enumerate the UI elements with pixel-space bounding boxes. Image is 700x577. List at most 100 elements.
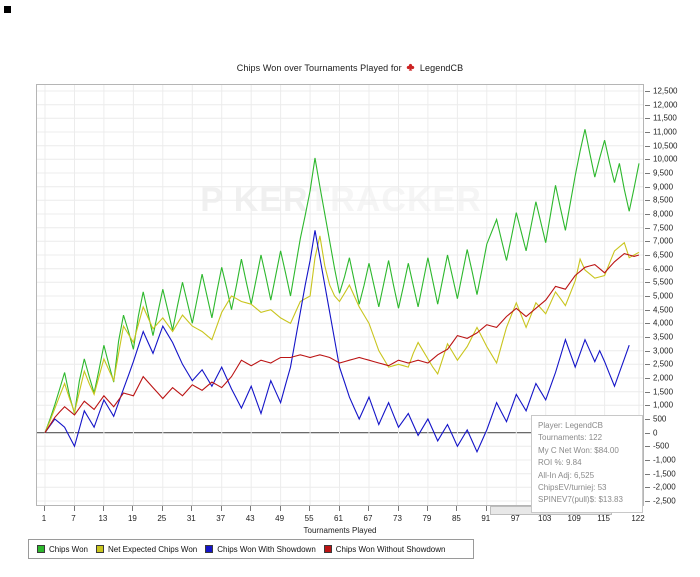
y-tick-label: -1,000 [653,455,676,465]
x-tick-label: 109 [567,514,581,523]
y-tick-mark [645,309,650,311]
y-tick-label: -2,500 [653,496,676,506]
y-tick-mark [645,91,650,92]
y-axis: 12,500 12,000 11,500 11,000 10,500 10,000 9,50… [645,84,700,508]
tooltip-line-1: Tournaments: 122 [538,433,603,443]
series-line-0 [44,129,640,433]
x-tick-label: 31 [186,514,196,523]
y-tick-mark [645,473,650,475]
tooltip-line-4: All-In Adj: 6,525 [538,470,595,480]
y-tick-label: 4,000 [653,318,674,328]
x-tick-label: 85 [451,514,461,523]
y-tick-label: 4,500 [653,305,674,315]
y-tick-mark [645,405,650,407]
y-tick-mark [645,118,650,120]
bullet-marker-icon [4,6,11,13]
y-tick-mark [645,364,650,366]
x-tick-label: 115 [597,514,610,523]
y-tick-mark [645,227,650,229]
tooltip-line-2: My C Net Won: $84.00 [538,445,619,455]
x-tick-label: 13 [98,514,108,523]
y-tick-label: 0 [653,428,658,438]
y-tick-label: 11,500 [653,113,677,123]
tooltip-line-0: Player: LegendCB [538,421,603,430]
y-tick-mark [645,323,650,325]
x-tick-label: 103 [538,514,552,523]
x-tick-mark [368,506,369,511]
x-tick-label: 1 [41,514,47,523]
y-tick-label: 6,000 [653,264,674,274]
y-tick-mark [645,391,650,393]
x-tick-mark [161,506,163,511]
y-tick-label: 11,000 [653,127,677,137]
y-tick-mark [645,159,650,161]
tooltip-line-5: ChipsEV/turniej: 53 [538,483,607,493]
y-tick-mark [645,501,650,502]
x-tick-label: 19 [127,514,137,523]
x-tick-mark [309,506,311,511]
x-tick-label: 61 [334,514,343,523]
y-tick-mark [645,419,650,420]
y-tick-label: 1,500 [653,387,674,397]
y-tick-mark [645,460,650,461]
y-tick-mark [645,446,650,448]
y-tick-label: 5,000 [653,291,674,301]
x-tick-mark [73,506,75,511]
series-line-3 [44,252,640,433]
chart-legend: Chips Won Net Expected Chips Won Chips Won… [28,539,474,559]
series-lines [44,129,640,454]
x-tick-label: 122 [631,514,645,523]
x-tick-label: 91 [481,514,491,523]
y-tick-mark [645,268,650,270]
legend-item-2[interactable]: Chips Won With Showdown [205,545,316,554]
club-suit-icon [406,63,415,74]
y-tick-mark [645,378,650,379]
x-tick-mark [102,506,104,511]
y-tick-mark [645,337,650,338]
legend-item-1[interactable]: Net Expected Chips Won [95,545,197,554]
x-tick-mark [279,506,281,511]
x-tick-mark [191,506,193,511]
y-tick-mark [645,255,650,256]
y-tick-label: 12,500 [653,86,678,96]
y-tick-mark [645,200,650,202]
y-tick-mark [645,432,650,434]
legend-item-0[interactable]: Chips Won [37,545,88,554]
legend-label: Chips Won [49,544,88,554]
x-tick-mark [338,506,340,511]
y-tick-label: -1,500 [653,469,676,479]
tooltip-line-6: SPINEV7(pull)$: $13.83 [538,495,623,505]
legend-item-3[interactable]: Chips Won Without Showdown [323,545,445,554]
y-tick-label: 10,500 [653,141,678,151]
y-tick-label: 7,000 [653,236,674,246]
x-tick-mark [220,506,222,511]
legend-swatch-net-expected [95,545,104,553]
x-tick-label: 67 [363,514,373,523]
y-tick-label: 8,500 [653,195,674,205]
y-tick-label: 5,500 [653,277,674,287]
legend-swatch-without-showdown [323,545,332,553]
x-tick-mark [250,506,252,511]
legend-label: Chips Won With Showdown [217,544,316,554]
y-tick-label: -500 [653,441,670,451]
x-tick-label: 25 [157,514,167,523]
tooltip-line-3: ROI %: 9.84 [538,458,582,468]
x-tick-mark [485,506,487,511]
x-tick-mark [44,506,45,511]
y-tick-label: 9,000 [653,182,674,192]
x-tick-mark [397,506,399,511]
x-tick-label: 37 [216,514,226,523]
series-line-1 [44,235,640,433]
x-tick-mark [426,506,428,511]
y-tick-mark [645,487,650,489]
y-tick-mark [645,350,650,352]
legend-swatch-with-showdown [205,545,214,553]
y-tick-mark [645,282,650,284]
series-line-2 [44,230,630,454]
x-tick-label: 79 [422,514,432,523]
y-tick-mark [645,186,650,188]
x-tick-label: 43 [245,514,255,523]
y-tick-label: 2,000 [653,373,674,383]
y-tick-label: 9,500 [653,168,674,178]
